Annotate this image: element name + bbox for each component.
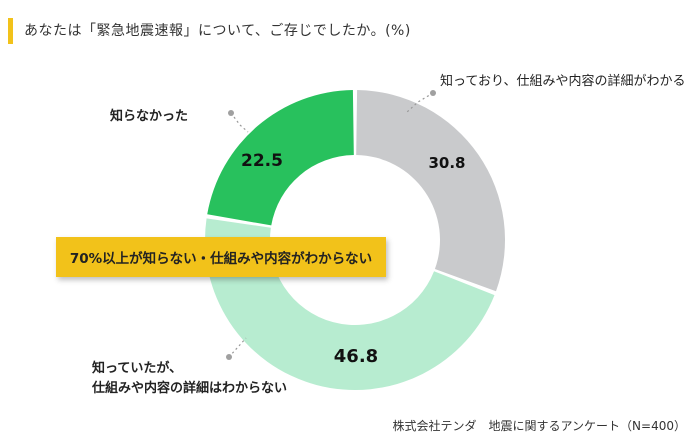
leader-known-no-detail-dot [226,354,232,360]
value-known-no-detail: 46.8 [334,346,378,367]
callout-banner: 70%以上が知らない・仕組みや内容がわからない [56,237,386,277]
label-known-no-detail-line1: 知っていたが、 [92,361,183,376]
slice-known-detail [356,90,505,292]
label-known-no-detail-line2: 仕組みや内容の詳細はわからない [92,381,288,396]
leader-not-known-dot [228,110,234,116]
leader-not-known [230,112,249,133]
chart-title: あなたは「緊急地震速報」について、ご存じでしたか。(%) [24,23,411,39]
value-known-detail: 30.8 [428,154,465,172]
label-not-known: 知らなかった [110,109,189,124]
label-known-detail: 知っており、仕組みや内容の詳細がわかる [440,74,686,89]
value-not-known: 22.5 [241,151,283,171]
slice-known-no-detail [205,218,495,390]
title-accent-bar [8,18,13,44]
leader-known-no-detail [228,337,247,358]
leader-known-detail-dot [430,90,436,96]
leader-known-detail [406,92,434,113]
source-note: 株式会社テンダ 地震に関するアンケート（N=400） [392,419,686,433]
slice-not-known [207,90,354,226]
